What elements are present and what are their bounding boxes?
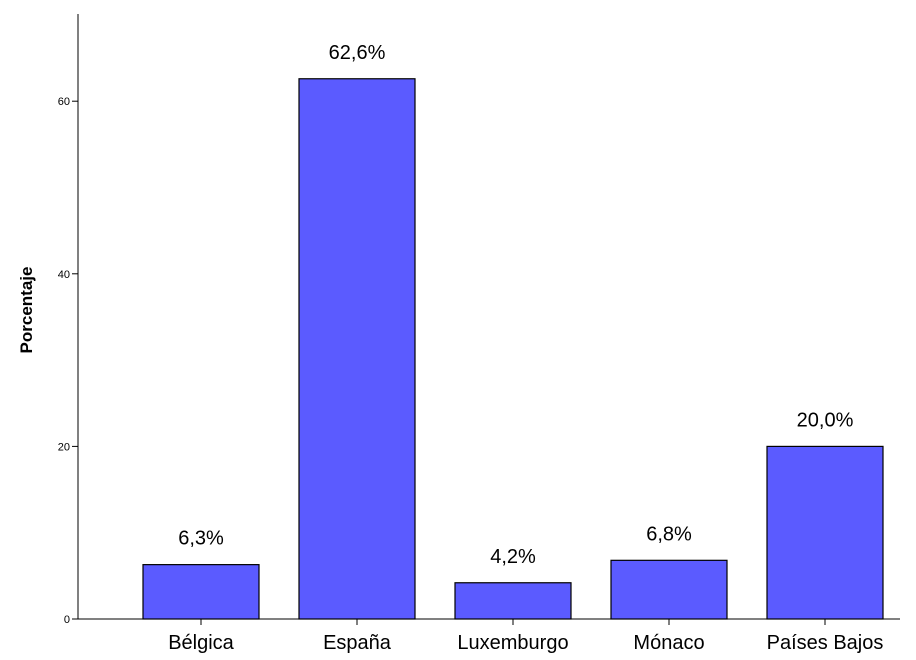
y-tick-label: 0 xyxy=(64,614,70,626)
data-label: 6,8% xyxy=(646,523,692,545)
bar xyxy=(142,564,260,620)
x-tick-label: Luxemburgo xyxy=(457,632,568,654)
bar xyxy=(610,559,728,620)
x-tick-label: España xyxy=(323,632,392,654)
labels: Bélgica 6,3% España 62,6% Luxemburgo 4,2% Móna… xyxy=(168,42,883,654)
bar xyxy=(298,78,416,620)
y-tick-label: 60 xyxy=(58,96,70,108)
x-tick-label: Bélgica xyxy=(168,632,234,654)
x-tick-label: Mónaco xyxy=(633,632,704,654)
x-tick-label: Países Bajos xyxy=(767,632,884,654)
bars xyxy=(142,78,884,620)
data-label: 62,6% xyxy=(329,42,386,64)
y-axis-title: Porcentaje xyxy=(17,267,36,354)
bar xyxy=(766,445,884,620)
data-label: 6,3% xyxy=(178,528,224,550)
data-label: 4,2% xyxy=(490,546,536,568)
y-tick-label: 20 xyxy=(58,441,70,453)
y-tick-label: 40 xyxy=(58,269,70,281)
data-label: 20,0% xyxy=(797,409,854,431)
bar xyxy=(454,582,572,620)
